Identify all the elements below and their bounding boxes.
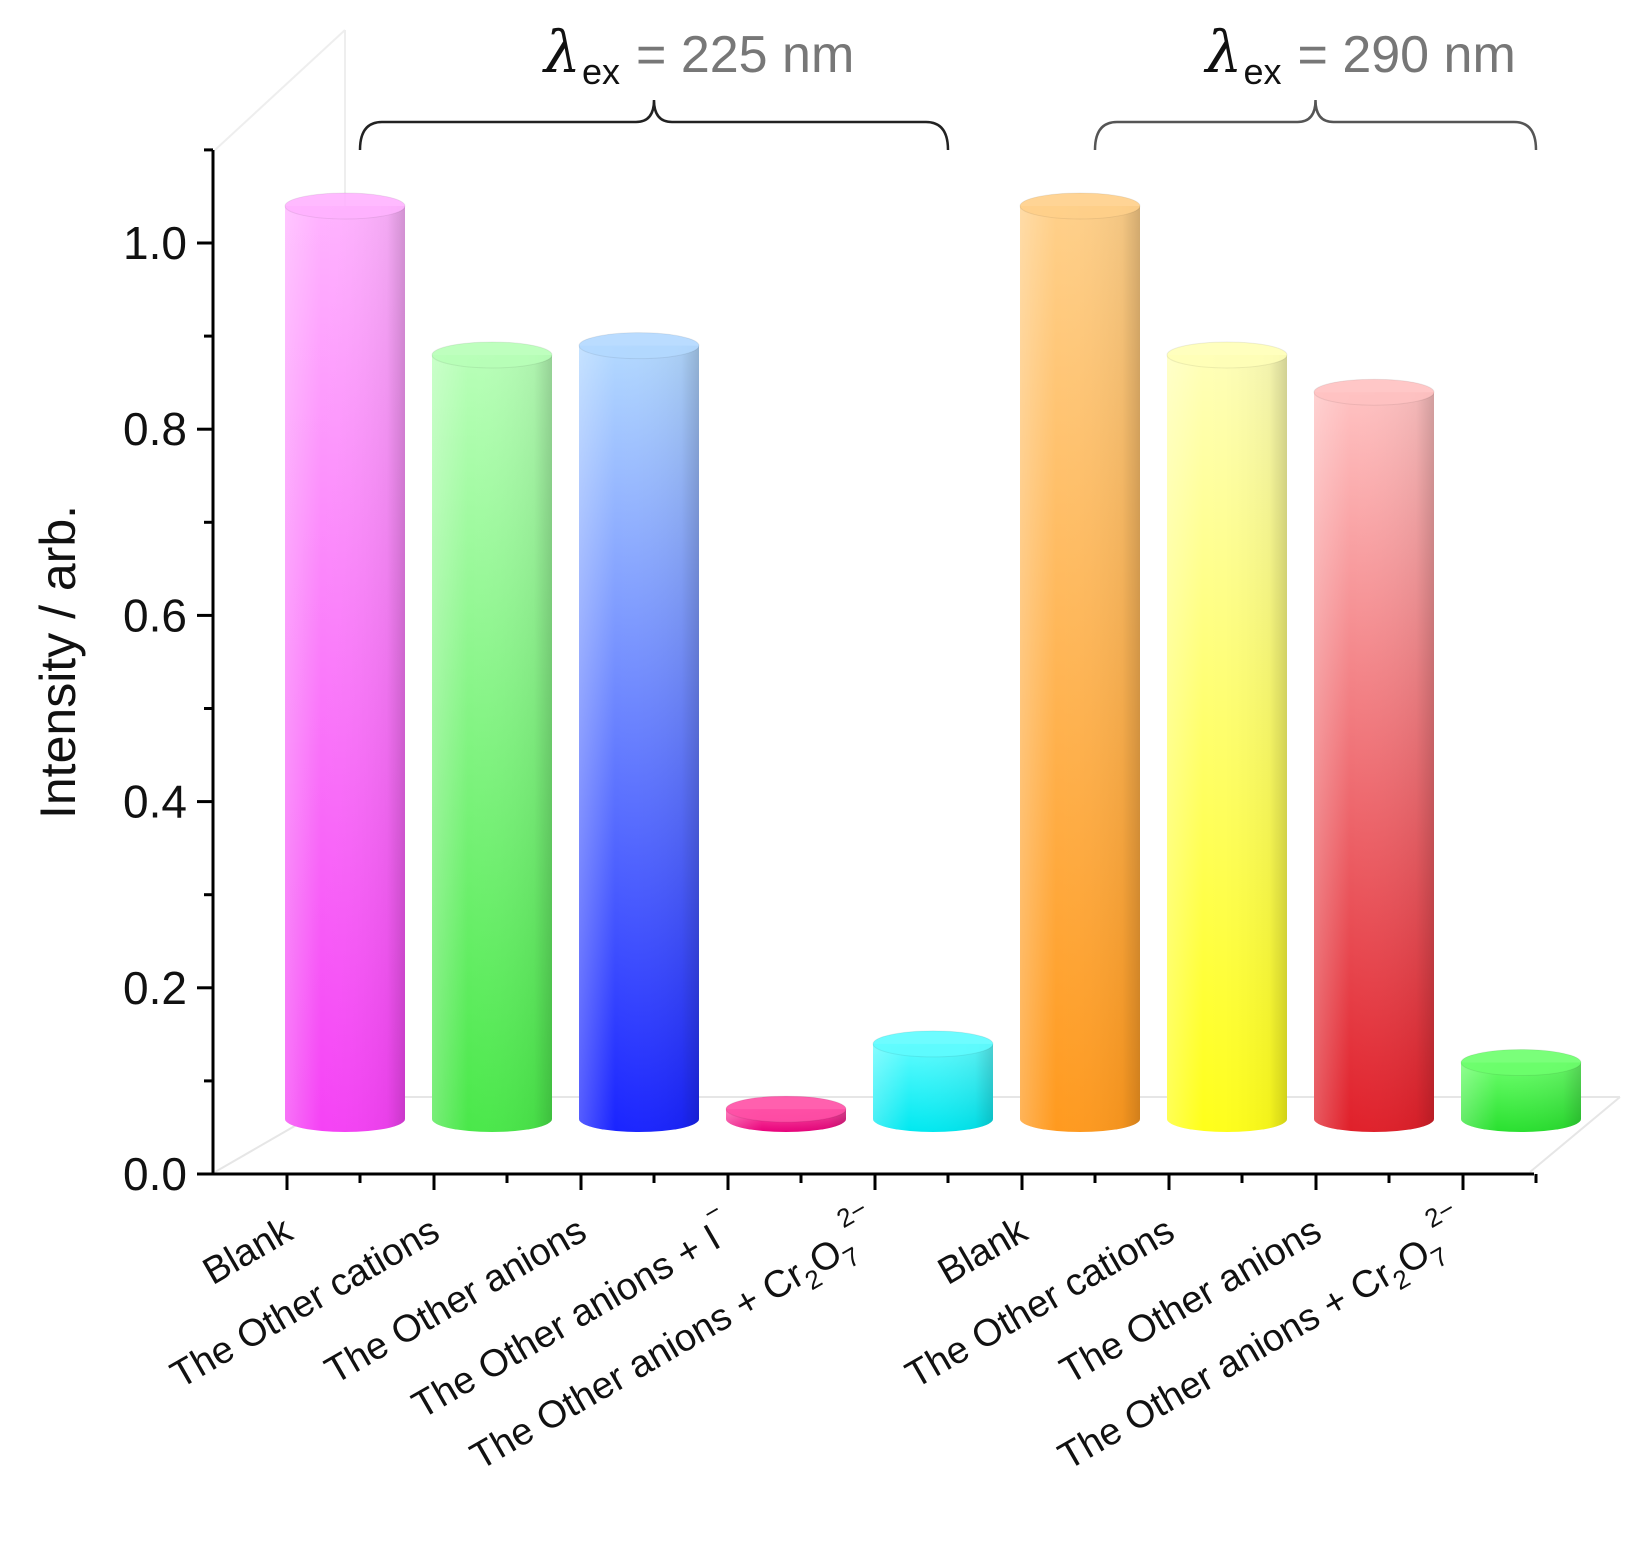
bar-top (578, 332, 700, 360)
y-tick-label: 0.6 (123, 589, 187, 641)
bar-top (1166, 341, 1288, 369)
bar-5 (1019, 192, 1141, 1132)
y-tick-label: 0.0 (123, 1148, 187, 1200)
x-axis (213, 1172, 1538, 1190)
bars (284, 192, 1582, 1133)
y-axis: 0.0 0.2 0.4 0.6 0.8 1.0 (123, 148, 215, 1200)
group-label: = 225 nm (636, 26, 854, 84)
group-subscript: ex (582, 51, 620, 92)
bar-top (1460, 1049, 1582, 1077)
bar-6 (1166, 341, 1288, 1133)
group-symbol: λ (542, 18, 581, 86)
bar-4 (872, 1030, 994, 1132)
bar-2 (578, 332, 700, 1132)
group-0: λ ex = 225 nm (358, 18, 950, 151)
category-label: The Other cations (899, 1209, 1182, 1396)
category-label: The Other cations (164, 1209, 447, 1396)
y-tick-label: 0.8 (123, 403, 187, 455)
bar-top (872, 1030, 994, 1058)
bar-shade (1461, 1062, 1581, 1132)
bar-shade (432, 354, 552, 1133)
bar-3 (725, 1095, 847, 1132)
bar-shade (1020, 206, 1140, 1132)
bar-shade (873, 1043, 993, 1132)
bar-top (284, 192, 406, 220)
bar-0 (284, 192, 406, 1132)
category-label: Blank (931, 1209, 1035, 1293)
y-tick-label: 0.4 (123, 776, 187, 828)
bar-shade (1167, 354, 1287, 1133)
bar-top (1313, 378, 1435, 406)
group-symbol: λ (1204, 18, 1243, 86)
bar-shade (1314, 392, 1434, 1132)
bar-1 (431, 341, 553, 1133)
bar-7 (1313, 378, 1435, 1132)
group-bracket (358, 99, 950, 151)
category-label: Blank (196, 1209, 300, 1293)
bar-top (431, 341, 553, 369)
group-annotations: λ ex = 225 nm λ ex = 290 nm (358, 18, 1538, 151)
group-subscript: ex (1244, 51, 1282, 92)
bar-top (1019, 192, 1141, 220)
y-tick-label: 0.2 (123, 962, 187, 1014)
bar-8 (1460, 1049, 1582, 1132)
group-bracket (1093, 99, 1538, 151)
bar-top (725, 1095, 847, 1123)
group-1: λ ex = 290 nm (1093, 18, 1538, 151)
group-label: = 290 nm (1298, 26, 1516, 84)
y-axis-title: Intensity / arb. (30, 505, 86, 819)
bar-shade (579, 345, 699, 1132)
bar-shade (285, 206, 405, 1132)
y-tick-label: 1.0 (123, 217, 187, 269)
